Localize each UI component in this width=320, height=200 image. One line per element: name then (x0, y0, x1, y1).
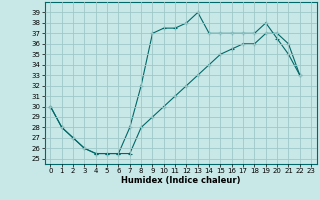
X-axis label: Humidex (Indice chaleur): Humidex (Indice chaleur) (121, 176, 241, 185)
